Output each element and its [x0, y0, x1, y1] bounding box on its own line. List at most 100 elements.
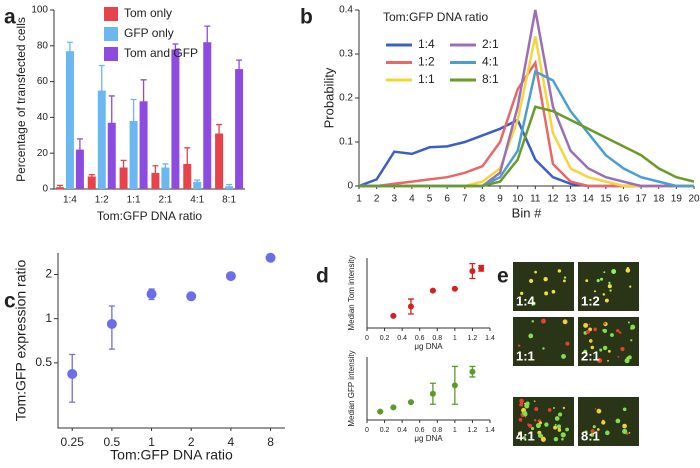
legend-label: 8:1	[482, 72, 499, 86]
x-axis-label: μg DNA	[414, 434, 443, 443]
x-tick-label: 0.6	[415, 427, 425, 434]
cell	[609, 289, 612, 292]
error-bar	[194, 179, 201, 185]
cell	[561, 437, 564, 441]
image-label: 2:1	[581, 348, 600, 363]
y-axis-label: Median Tom intensity	[347, 256, 356, 331]
cell	[543, 277, 548, 282]
x-tick-label: 8	[267, 435, 274, 449]
cell	[551, 289, 556, 294]
cell	[602, 328, 606, 332]
cell	[533, 400, 536, 402]
error-bar	[66, 41, 73, 61]
cell	[594, 407, 597, 410]
x-tick-label: 15	[600, 194, 612, 205]
cell	[563, 434, 566, 437]
y-tick-label: 0.5	[35, 355, 52, 369]
x-tick-label: 19	[671, 194, 683, 205]
cell	[630, 324, 636, 330]
cell	[552, 406, 556, 410]
cell	[610, 333, 614, 337]
x-tick-label: 1:2	[95, 195, 109, 206]
legend-label: Tom and GFP	[124, 46, 198, 60]
cell	[530, 426, 535, 431]
cell	[534, 407, 539, 411]
cell	[544, 422, 549, 427]
x-axis-label: Tom:GFP DNA ratio	[97, 209, 202, 223]
cell	[630, 339, 633, 342]
panel-letter: d	[316, 265, 329, 288]
x-tick-label: 1.4	[485, 427, 495, 434]
x-tick-label: 0	[365, 427, 369, 434]
x-tick-label: 5	[427, 194, 433, 205]
cell	[584, 430, 588, 434]
x-tick-label: 4:1	[190, 195, 204, 206]
cell	[628, 432, 631, 434]
cell	[540, 436, 546, 442]
error-bar	[108, 95, 115, 151]
cell	[596, 357, 603, 364]
cell	[554, 416, 560, 421]
axes	[57, 253, 285, 429]
x-tick-label: 1	[356, 194, 362, 205]
cell	[528, 423, 533, 428]
cell	[517, 344, 521, 347]
x-tick-label: 18	[653, 194, 665, 205]
x-tick-label: 6	[444, 194, 450, 205]
error-bar	[162, 163, 169, 172]
cell	[547, 408, 552, 412]
cell	[599, 348, 603, 352]
bar	[75, 149, 84, 189]
x-tick-label: 0.8	[432, 335, 442, 342]
legend-swatch	[104, 27, 118, 41]
cell	[593, 327, 597, 332]
x-tick-label: 1	[453, 335, 457, 342]
y-tick-label: 0.2	[339, 93, 353, 104]
point	[390, 312, 397, 319]
bar	[235, 69, 244, 189]
error-bar	[56, 184, 63, 190]
cell	[585, 279, 589, 283]
legend-label: 2:1	[482, 37, 499, 51]
legend-label: 4:1	[482, 55, 499, 69]
x-tick-label: 0.4	[397, 427, 407, 434]
cell	[604, 298, 609, 303]
cell	[607, 284, 612, 289]
cell	[627, 321, 630, 324]
x-axis-label: μg DNA	[414, 342, 443, 351]
point	[265, 252, 276, 263]
x-tick-label: 14	[583, 194, 595, 205]
cell	[562, 406, 566, 410]
x-tick-label: 2	[188, 435, 195, 449]
image-label: 1:1	[516, 348, 535, 363]
x-tick-label: 1:4	[63, 195, 77, 206]
error-bar	[152, 165, 159, 181]
cell	[542, 347, 545, 350]
cell	[520, 291, 524, 295]
x-tick-label: 4	[409, 194, 415, 205]
cell	[523, 412, 528, 417]
x-tick-label: 0.4	[397, 335, 407, 342]
image-label: 8:1	[581, 428, 600, 443]
bar	[129, 120, 138, 189]
cell	[602, 345, 608, 351]
cell	[562, 319, 568, 325]
cell	[531, 301, 536, 306]
line	[359, 105, 695, 188]
x-tick-label: 0.25	[61, 435, 85, 449]
x-tick-label: 1.2	[468, 427, 478, 434]
x-axis-label: Bin #	[512, 205, 542, 220]
error-bar	[216, 123, 223, 144]
x-tick-label: 0.6	[415, 335, 425, 342]
bar	[171, 49, 180, 189]
cell	[544, 291, 549, 296]
x-axis-label: Tom:GFP DNA ratio	[110, 447, 233, 463]
cell	[588, 339, 593, 343]
x-tick-label: 0.2	[380, 335, 390, 342]
cell	[596, 408, 602, 414]
cell	[554, 423, 557, 426]
bar	[193, 181, 202, 189]
x-tick-label: 1:1	[127, 195, 141, 206]
